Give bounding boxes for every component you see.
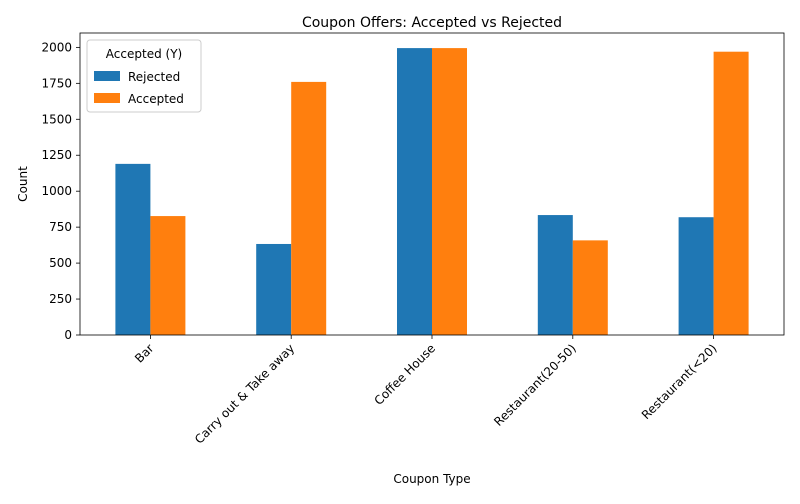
y-tick-label: 1750 (41, 76, 72, 90)
legend: Accepted (Y) Rejected Accepted (86, 39, 202, 113)
y-tick-label: 1500 (41, 112, 72, 126)
bars (115, 48, 749, 336)
bar-rejected-2 (256, 243, 292, 335)
y-tick-label: 2000 (41, 40, 72, 54)
chart-title: Coupon Offers: Accepted vs Rejected (302, 15, 562, 31)
plot-frame (79, 32, 785, 336)
legend-swatch-accepted (94, 93, 120, 103)
x-tick-label: Carry out & Take away (192, 341, 297, 446)
x-tick-label: Bar (132, 341, 156, 365)
x-tick-label: Coffee House (372, 341, 439, 408)
y-tick-label: 750 (49, 220, 72, 234)
bar-rejected-1 (115, 163, 151, 335)
bar-accepted-4 (572, 240, 608, 335)
bar-rejected-4 (537, 215, 573, 335)
x-axis-label: Coupon Type (393, 472, 470, 486)
y-tick-label: 0 (64, 328, 72, 342)
bar-accepted-3 (432, 48, 467, 335)
legend-label-rejected: Rejected (128, 70, 180, 84)
x-tick-label: Restaurant(<20) (639, 341, 720, 422)
legend-title: Accepted (Y) (106, 47, 182, 61)
y-axis-label: Count (16, 166, 30, 202)
bar-accepted-5 (713, 51, 749, 335)
x-axis: Bar Carry out & Take away Coffee House Rest… (132, 335, 720, 447)
y-axis: 0 250 500 750 1000 1250 1500 1750 2000 (41, 40, 80, 342)
y-tick-label: 1250 (41, 148, 72, 162)
bar-accepted-1 (150, 216, 186, 335)
y-tick-label: 250 (49, 292, 72, 306)
bar-rejected-5 (678, 217, 714, 335)
bar-rejected-3 (397, 48, 432, 335)
y-tick-label: 500 (49, 256, 72, 270)
legend-swatch-rejected (94, 71, 120, 81)
y-tick-label: 1000 (41, 184, 72, 198)
x-tick-label: Restaurant(20-50) (491, 341, 579, 429)
legend-label-accepted: Accepted (128, 92, 184, 106)
bar-accepted-2 (291, 81, 327, 336)
